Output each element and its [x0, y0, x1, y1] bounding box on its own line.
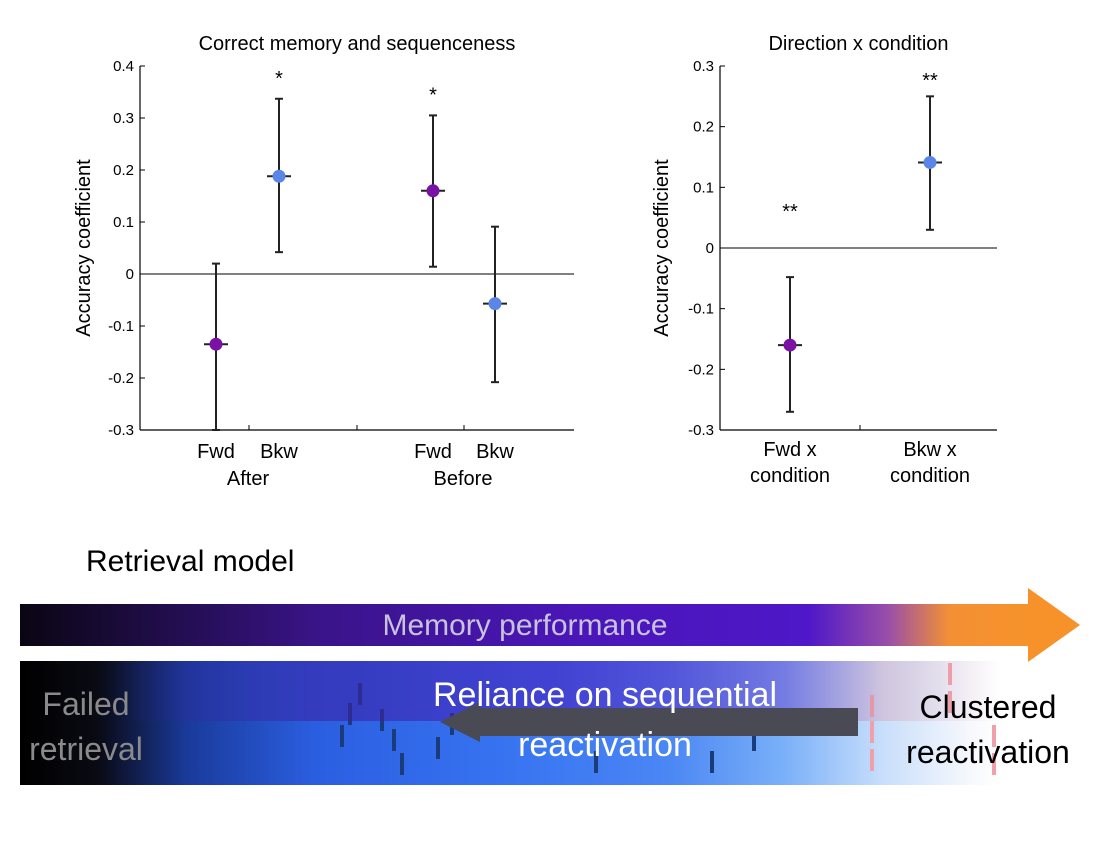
y-tick-label: -0.3: [108, 422, 134, 439]
failed-line-2: retrieval: [29, 731, 143, 767]
y-tick-label: 0.4: [113, 58, 134, 75]
memory-performance-bar: [20, 604, 1030, 646]
y-axis-label: Accuracy coefficient: [651, 159, 673, 337]
x-tick-label: Bkw x: [903, 439, 956, 461]
x-tick-label: condition: [890, 465, 970, 487]
reliance-arrow-body: [478, 708, 858, 736]
significance-marker: *: [275, 68, 283, 90]
data-point: [426, 184, 440, 198]
failed-retrieval-label: Failed retrieval: [20, 682, 152, 772]
reliance-arrow-head: [440, 702, 480, 742]
sequence-tick: [752, 729, 756, 751]
y-tick-label: -0.2: [108, 370, 134, 387]
reliance-label-line-2: reactivation: [518, 726, 692, 764]
y-tick-label: -0.2: [688, 361, 714, 378]
sequence-tick: [340, 725, 344, 747]
sequence-tick: [710, 751, 714, 773]
y-tick-label: -0.1: [688, 301, 714, 318]
x-tick-label: Fwd: [414, 441, 452, 463]
x-tick-label: Bkw: [260, 441, 298, 463]
group-label: After: [227, 468, 270, 490]
chart-title: Correct memory and sequenceness: [199, 33, 516, 55]
significance-marker: **: [782, 201, 798, 223]
y-tick-label: 0.1: [113, 214, 134, 231]
memory-performance-arrowhead: [1028, 588, 1080, 662]
clustered-reactivation-label: Clustered reactivation: [888, 685, 1088, 775]
charts-area: 0.4 0.3 0.2 0.1 0 -0.1 -0.2 -0.3 Correct memory …: [73, 33, 997, 490]
significance-marker: **: [922, 70, 938, 92]
y-tick-label: 0.3: [113, 110, 134, 127]
data-point: [272, 169, 286, 183]
cluster-tick: [870, 749, 874, 771]
y-axis-label: Accuracy coefficient: [73, 159, 95, 337]
x-tick-label: Bkw: [476, 441, 514, 463]
cluster-tick: [870, 721, 874, 743]
x-tick-label: condition: [750, 465, 830, 487]
data-point: [488, 297, 502, 311]
sequence-tick: [594, 751, 598, 773]
cluster-tick: [992, 753, 996, 775]
y-tick-label: 0.1: [693, 179, 714, 196]
y-tick-label: 0.2: [693, 119, 714, 136]
x-tick-label: Fwd: [197, 441, 235, 463]
memory-performance-label: Memory performance: [382, 609, 668, 642]
chart-title: Direction x condition: [768, 33, 948, 55]
y-tick-label: -0.3: [688, 422, 714, 439]
significance-marker: *: [429, 84, 437, 106]
sequence-tick: [392, 729, 396, 751]
data-point: [923, 155, 937, 169]
group-label: Before: [434, 468, 493, 490]
y-tick-label: 0.2: [113, 162, 134, 179]
sequence-tick: [436, 737, 440, 759]
y-tick-label: 0: [706, 240, 714, 257]
data-point: [783, 338, 797, 352]
clustered-line-1: Clustered: [919, 689, 1057, 725]
sequence-tick: [400, 753, 404, 775]
y-tick-label: 0.3: [693, 58, 714, 75]
reliance-label-line-1: Reliance on sequential: [432, 676, 778, 714]
failed-line-1: Failed: [42, 686, 130, 722]
cluster-tick: [992, 725, 996, 747]
y-tick-label: -0.1: [108, 318, 134, 335]
y-tick-label: 0: [126, 266, 134, 283]
clustered-line-2: reactivation: [906, 734, 1070, 770]
data-point: [209, 337, 223, 351]
x-tick-label: Fwd x: [763, 439, 816, 461]
retrieval-model-title: Retrieval model: [86, 545, 295, 578]
